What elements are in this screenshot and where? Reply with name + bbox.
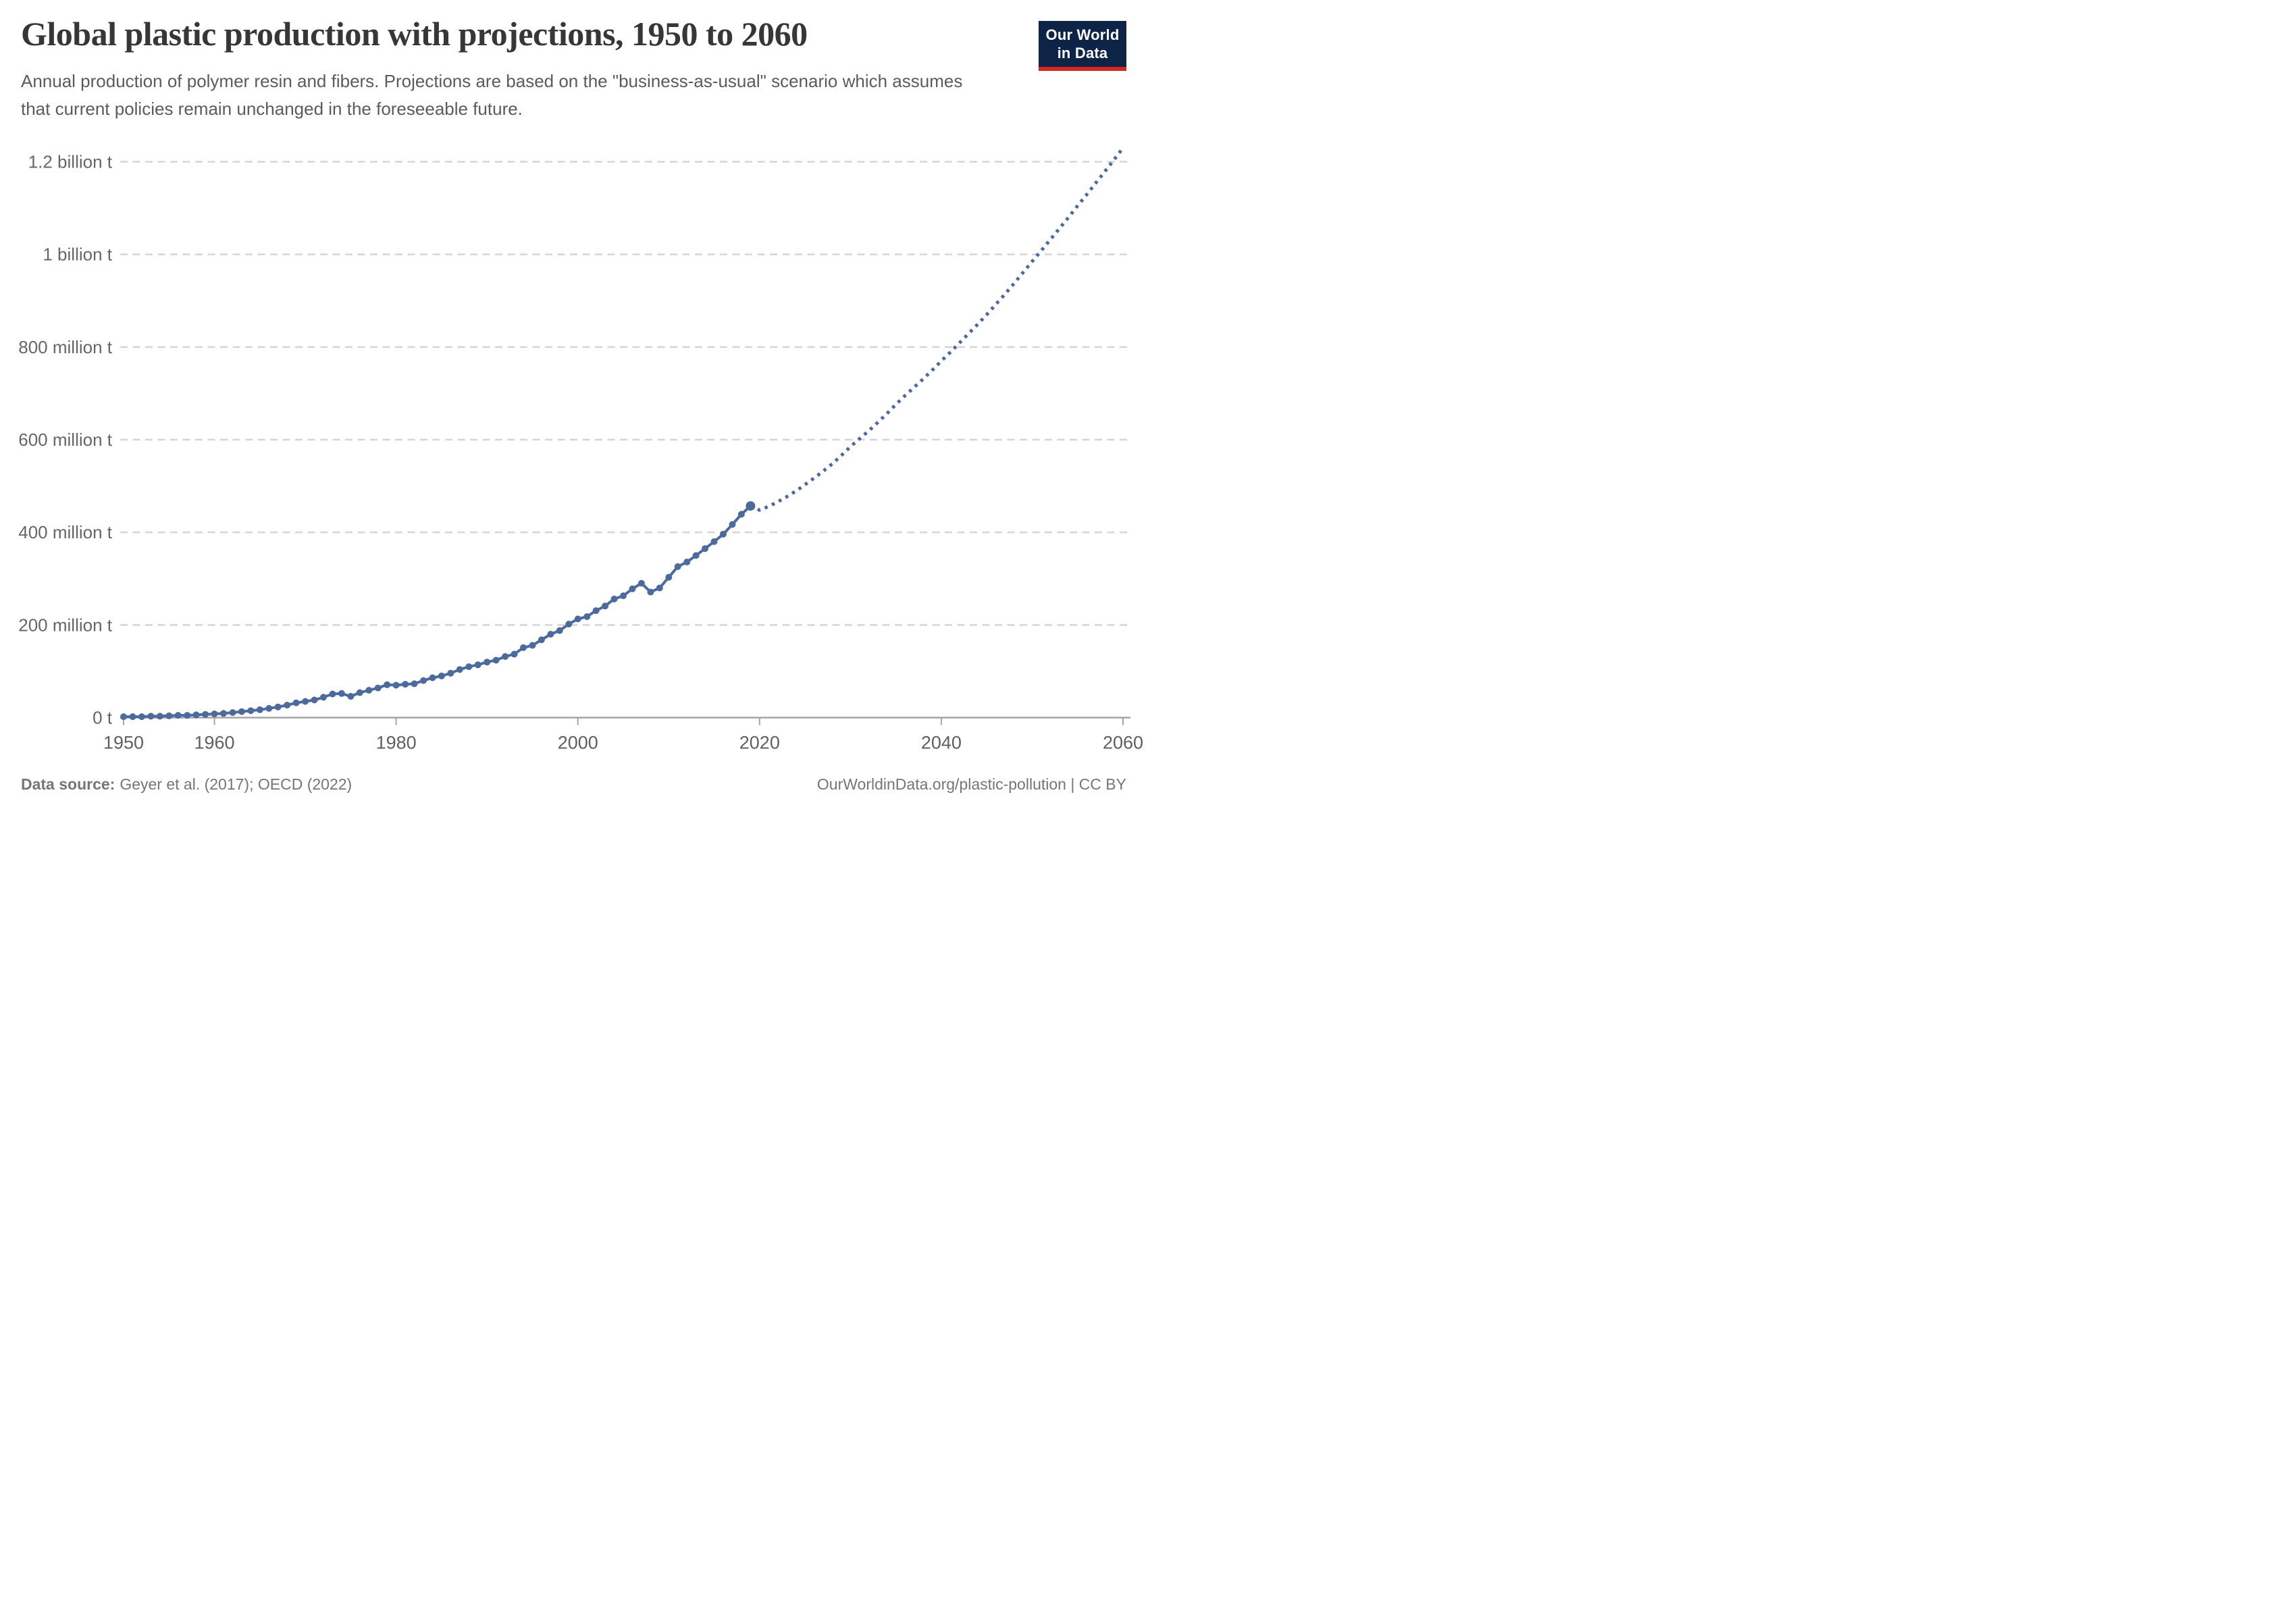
data-point-marker xyxy=(220,710,227,717)
data-source-note: Data source: Geyer et al. (2017); OECD (2… xyxy=(21,775,352,794)
data-point-marker xyxy=(547,631,554,638)
data-point-marker xyxy=(702,545,709,552)
data-point-marker xyxy=(465,663,473,671)
data-point-marker xyxy=(456,666,463,673)
data-point-marker xyxy=(165,712,173,719)
data-point-marker xyxy=(529,642,536,649)
x-axis-tick-label: 1950 xyxy=(103,733,144,753)
data-point-marker xyxy=(447,669,454,677)
footer-credit: OurWorldinData.org/plastic-pollution | C… xyxy=(816,775,1126,793)
data-point-marker xyxy=(302,698,309,705)
data-point-marker xyxy=(583,613,591,620)
x-axis-tick-label: 2040 xyxy=(921,733,962,753)
data-point-marker xyxy=(692,552,700,559)
historical-line xyxy=(124,505,752,719)
data-point-marker xyxy=(229,709,236,716)
data-point-marker xyxy=(520,644,527,651)
data-point-marker xyxy=(602,602,609,610)
data-point-marker xyxy=(274,703,282,711)
data-point-marker xyxy=(174,712,182,719)
owid-logo-red-bar xyxy=(1039,67,1126,71)
data-point-marker xyxy=(610,595,618,602)
page-subtitle: Annual production of polymer resin and f… xyxy=(21,71,963,120)
projection-line xyxy=(750,147,1124,512)
data-source-value: Geyer et al. (2017); OECD (2022) xyxy=(120,775,353,793)
data-point-marker xyxy=(256,706,263,713)
data-point-marker xyxy=(538,636,545,644)
owid-plastic-production-chart: 0 t 200 million t 400 million t 600 million… xyxy=(0,0,1148,810)
y-axis-tick-label: 800 million t xyxy=(18,337,113,357)
data-point-marker xyxy=(710,538,718,545)
data-point-marker xyxy=(156,713,163,720)
data-point-marker xyxy=(720,530,727,538)
data-point-marker xyxy=(737,511,745,518)
data-point-marker xyxy=(420,677,427,684)
data-point-marker xyxy=(202,711,209,718)
owid-logo-line1: Our World xyxy=(1045,26,1120,43)
data-point-marker xyxy=(184,712,191,719)
y-axis-tick-label: 400 million t xyxy=(18,522,113,542)
data-point-marker xyxy=(347,693,355,700)
y-axis-tick-label: 1.2 billion t xyxy=(28,152,113,172)
data-point-marker xyxy=(683,559,691,566)
data-source-label: Data source: xyxy=(21,775,115,793)
data-point-marker xyxy=(620,592,627,600)
data-point-marker xyxy=(592,607,600,615)
data-point-marker xyxy=(211,711,218,717)
data-point-marker xyxy=(492,657,500,664)
data-point-marker xyxy=(147,713,155,720)
data-point-marker xyxy=(238,708,245,715)
data-point-marker xyxy=(120,713,127,721)
data-point-marker xyxy=(484,659,491,666)
data-point-marker xyxy=(656,584,663,592)
owid-logo: Our World in Data xyxy=(1039,21,1126,71)
data-point-marker xyxy=(429,674,436,681)
data-point-marker xyxy=(574,615,581,623)
data-point-marker xyxy=(438,672,445,679)
owid-logo-text: Our World in Data xyxy=(1039,21,1126,67)
data-point-marker xyxy=(192,711,200,719)
data-point-marker xyxy=(637,580,645,587)
y-axis-tick-label: 200 million t xyxy=(18,615,113,635)
data-point-marker xyxy=(565,621,573,627)
data-point-marker xyxy=(665,573,673,581)
data-point-marker xyxy=(556,627,563,634)
page-title: Global plastic production with projectio… xyxy=(21,15,808,53)
x-axis-tick-label: 2000 xyxy=(558,733,598,753)
data-point-marker xyxy=(511,650,518,658)
data-point-marker xyxy=(356,689,363,696)
y-axis-tick-label: 1 billion t xyxy=(43,245,112,265)
x-axis-tick-label: 2060 xyxy=(1103,733,1143,753)
data-point-marker xyxy=(674,563,681,570)
y-axis-tick-label: 600 million t xyxy=(18,430,113,450)
data-point-marker xyxy=(411,680,418,688)
data-point-marker xyxy=(629,585,636,592)
data-point-marker xyxy=(311,696,318,704)
data-point-marker xyxy=(392,681,400,689)
data-point-marker xyxy=(338,690,345,697)
data-point-marker xyxy=(502,653,509,660)
data-point-marker xyxy=(647,588,654,596)
data-point-marker xyxy=(402,681,409,688)
data-point-marker xyxy=(320,694,327,701)
data-point-marker xyxy=(384,681,391,688)
data-point-marker xyxy=(284,702,291,709)
data-point-marker xyxy=(365,687,373,694)
line-chart-canvas: 0 t 200 million t 400 million t 600 million… xyxy=(18,147,1143,753)
data-point-marker xyxy=(129,713,136,721)
x-axis-tick-label: 1980 xyxy=(376,733,417,753)
data-point-marker xyxy=(138,713,145,721)
x-axis-tick-label: 1960 xyxy=(194,733,235,753)
owid-logo-line2: in Data xyxy=(1057,45,1108,61)
data-point-marker xyxy=(265,704,273,712)
y-axis-tick-label: 0 t xyxy=(93,708,113,728)
data-point-marker xyxy=(374,684,382,692)
data-point-marker xyxy=(729,521,736,528)
footer: Data source: Geyer et al. (2017); OECD (2… xyxy=(21,775,1126,794)
x-axis-tick-label: 2020 xyxy=(739,733,780,753)
data-point-marker xyxy=(474,661,481,669)
data-point-marker xyxy=(247,707,255,715)
data-point-marker xyxy=(329,690,336,698)
data-point-marker xyxy=(292,699,300,706)
